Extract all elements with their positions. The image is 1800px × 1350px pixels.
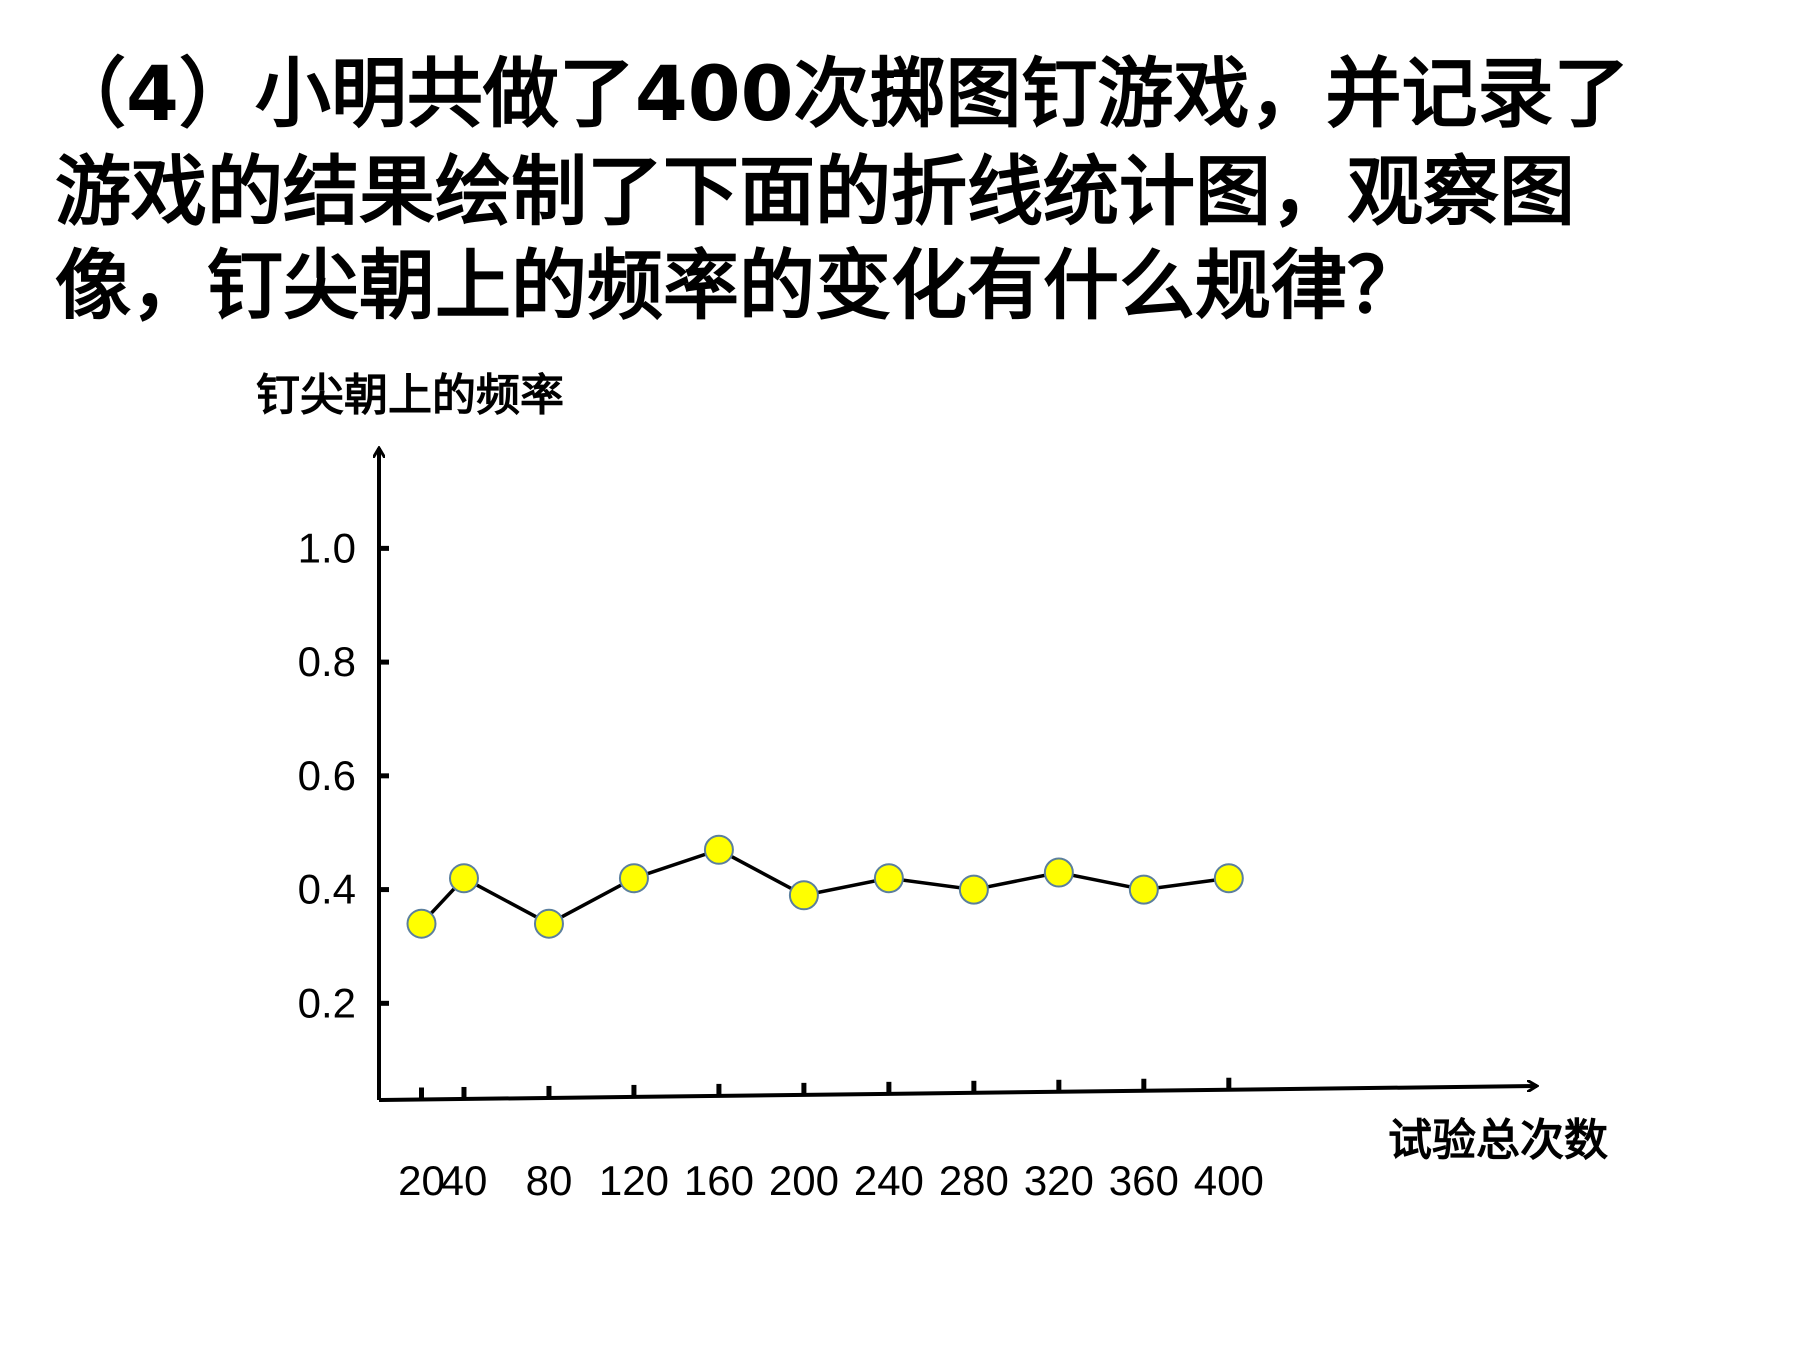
marker [1043,857,1074,888]
x-tick-label: 80 [526,1157,573,1204]
y-tick-label: 1.0 [298,524,356,571]
question-line: 游戏的结果绘制了下面的折线统计图，观察图 [55,147,1575,236]
x-tick-label: 360 [1109,1157,1179,1204]
x-tick-label: 240 [854,1157,924,1204]
x-tick-label: 20 [398,1157,445,1204]
x-axis [378,1086,1537,1102]
x-tick-label: 40 [441,1157,488,1204]
marker [406,908,437,939]
y-axis-title: 钉尖朝上的频率 [256,370,564,421]
marker [703,834,734,865]
x-tick-label: 400 [1194,1157,1264,1204]
marker [533,908,564,939]
x-tick-label: 280 [939,1157,1009,1204]
y-tick-label: 0.8 [298,638,356,685]
x-tick-label: 320 [1024,1157,1094,1204]
x-tick-label: 160 [684,1157,754,1204]
question-line: （4）小明共做了400次掷图钉游戏，并记录了 [50,49,1630,138]
x-tick-label: 120 [599,1157,669,1204]
y-tick-label: 0.4 [298,866,356,913]
x-axis-title: 试验总次数 [1388,1115,1608,1166]
y-tick-label: 0.6 [298,752,356,799]
marker [1213,863,1244,894]
marker [873,863,904,894]
marker [958,874,989,905]
x-tick-label: 200 [769,1157,839,1204]
y-tick-label: 0.2 [298,979,356,1026]
marker [448,863,479,894]
marker [618,863,649,894]
marker [788,880,819,911]
question-line: 像，钉尖朝上的频率的变化有什么规律？ [55,241,1423,330]
marker [1128,874,1159,905]
